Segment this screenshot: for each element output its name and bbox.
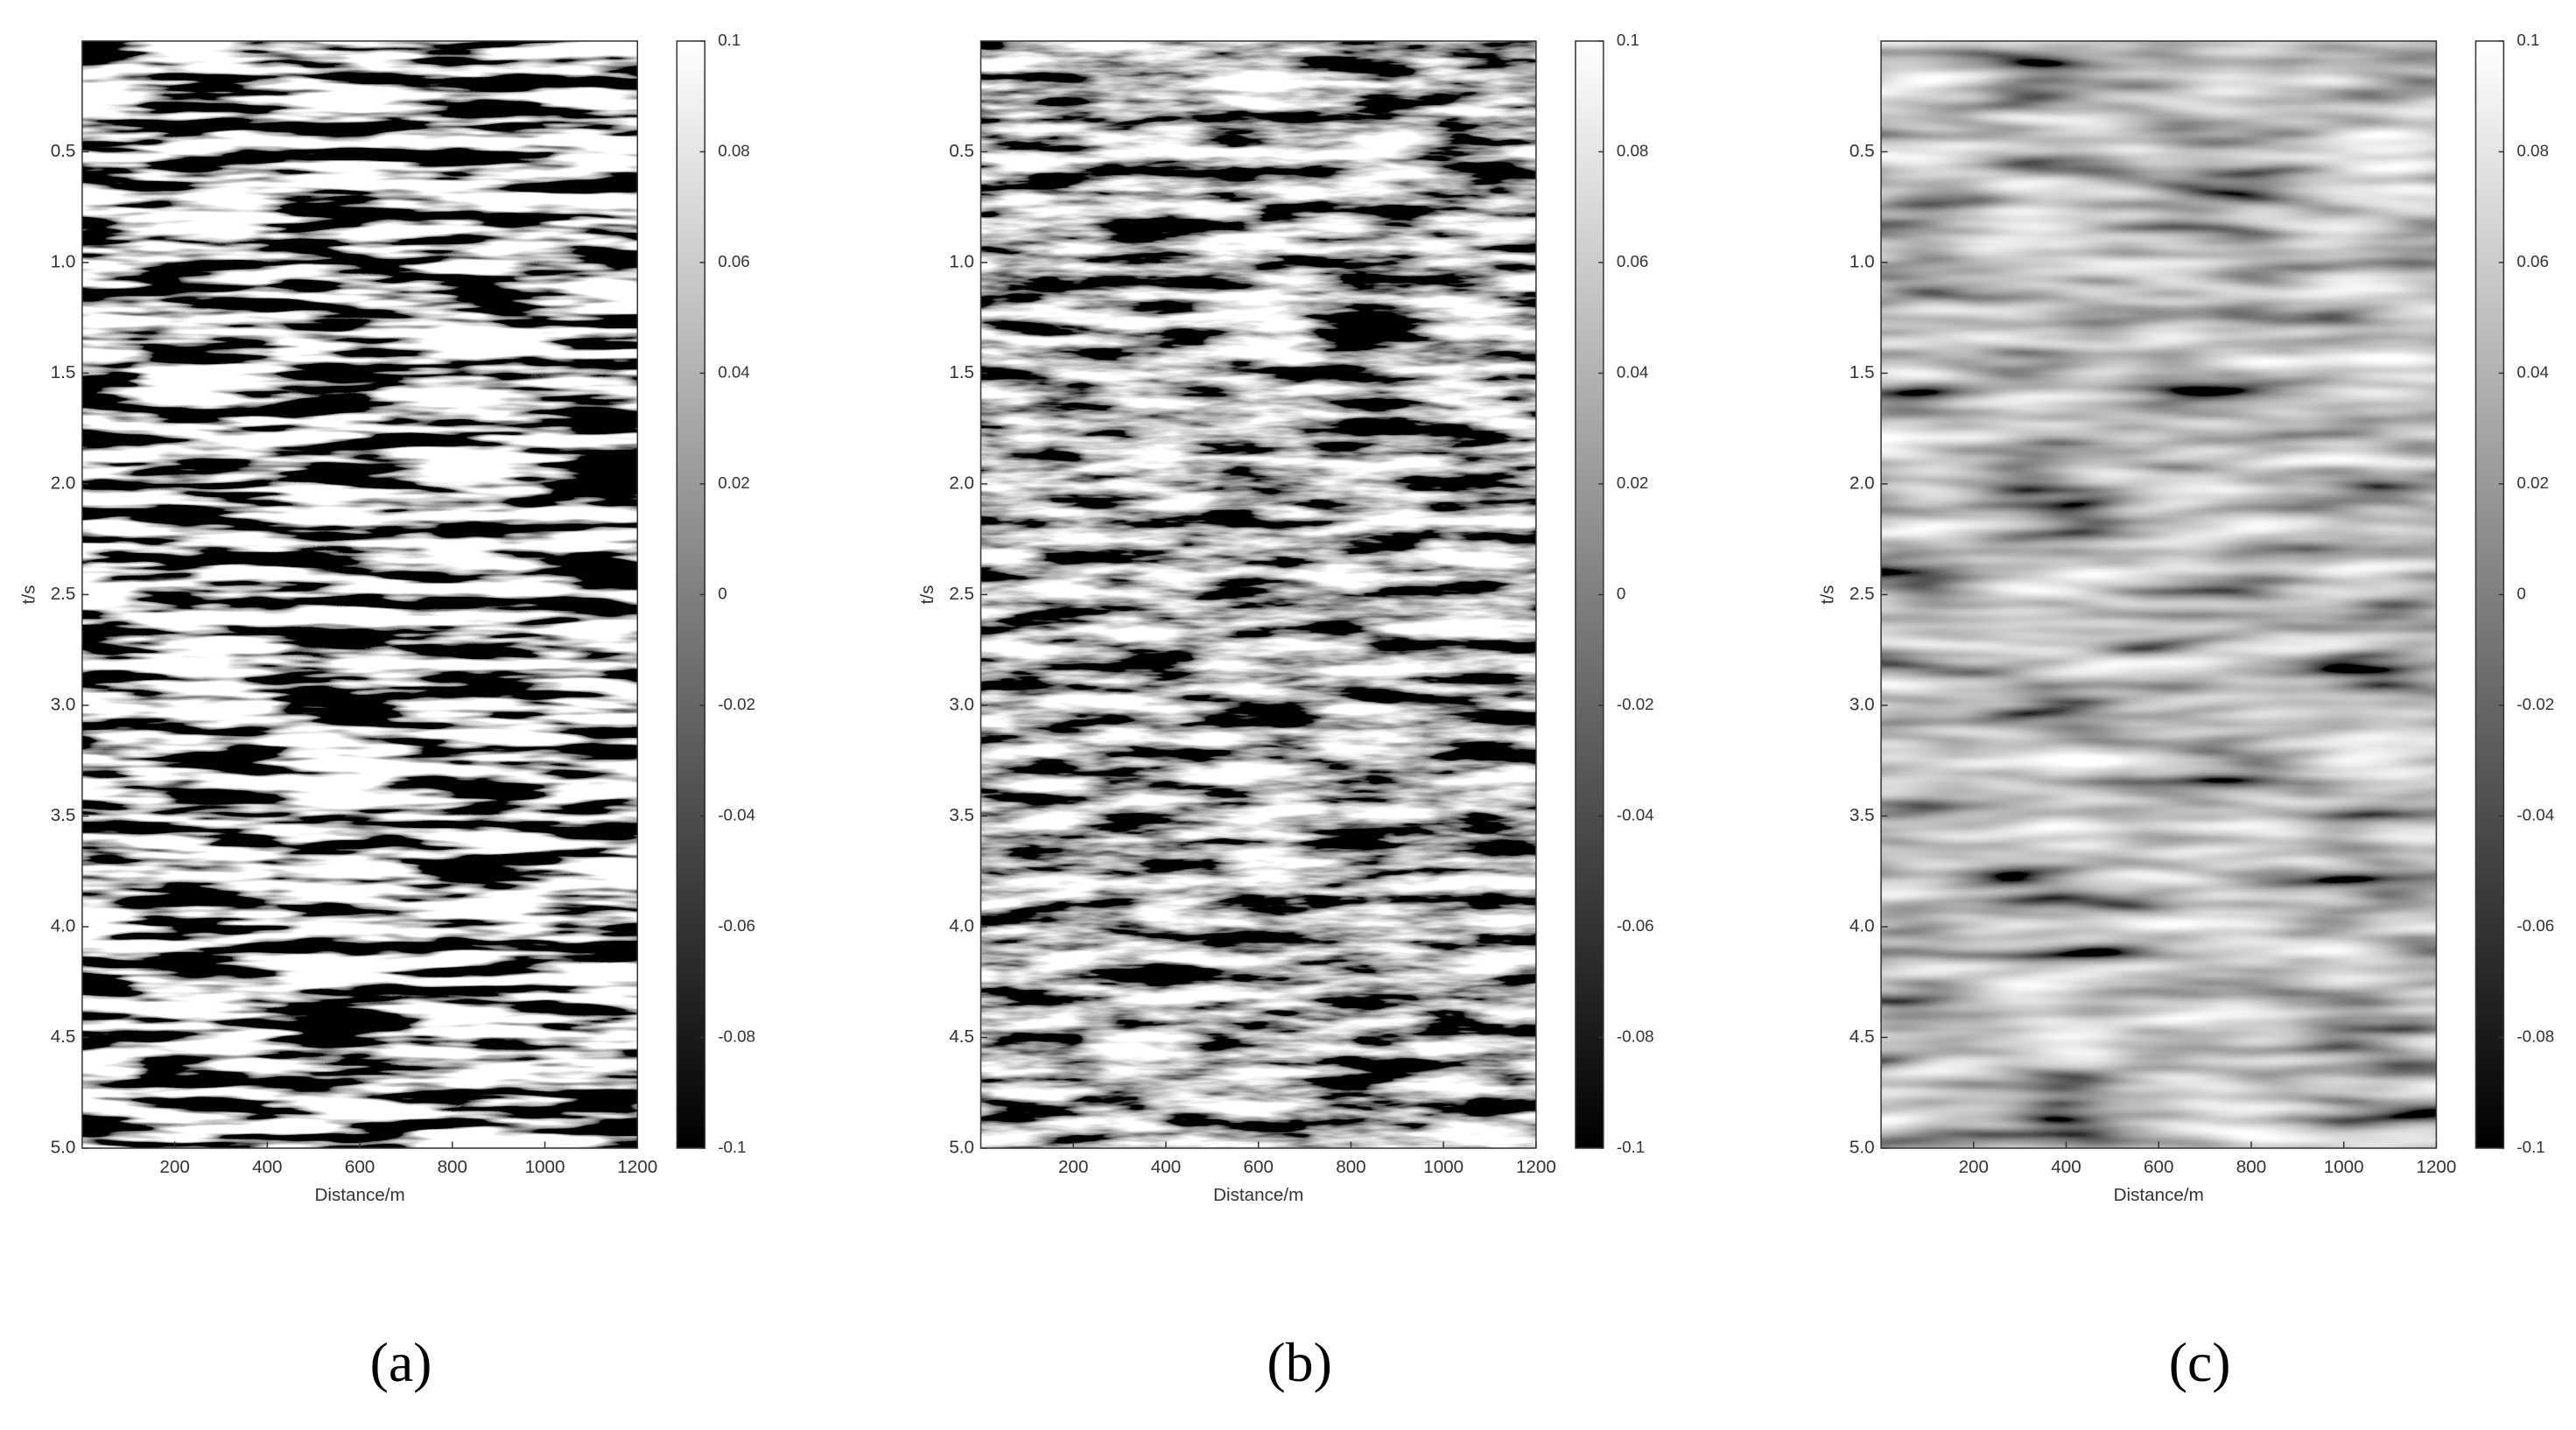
colorbar-tick-label: 0.02 [2516,473,2549,492]
x-tick-label: 1000 [525,1157,565,1177]
colorbar-tick-label: -0.06 [718,916,755,935]
seismic-image [1881,40,2437,1148]
y-tick-label: 1.5 [1850,362,1875,382]
y-tick-label: 3.0 [51,694,76,714]
colorbar-tick-label: 0.02 [1617,473,1649,492]
y-tick-label: 1.0 [1850,251,1875,271]
x-tick-label: 400 [1151,1157,1181,1177]
y-tick-label: 3.5 [51,805,76,825]
y-tick-label: 2.0 [949,473,974,493]
x-tick-label: 200 [1058,1157,1088,1177]
x-tick-label: 400 [252,1157,282,1177]
colorbar-tick-label: -0.04 [1617,805,1654,824]
x-tick-label: 800 [1336,1157,1365,1177]
y-tick-label: 0.5 [949,141,974,161]
y-tick-label: 1.5 [949,362,974,382]
y-tick-label: 4.5 [1850,1027,1875,1047]
colorbar-tick-label: -0.08 [1617,1027,1654,1045]
colorbar-tick-label: -0.1 [2516,1138,2544,1156]
x-tick-label: 400 [2051,1157,2081,1177]
colorbar-tick-label: 0.1 [1617,31,1639,49]
y-tick-label: 5.0 [1850,1137,1875,1157]
y-tick-label: 4.0 [1850,915,1875,936]
colorbar-tick-label: -0.06 [1617,916,1654,935]
x-axis-label: Distance/m [2114,1185,2204,1205]
y-tick-label: 2.5 [949,584,974,604]
colorbar-tick-label: -0.08 [718,1027,755,1045]
x-tick-label: 200 [1959,1157,1989,1177]
subplot: 200 400 600 800 1000 1200 0.5 1.0 1.5 2.0 2.5 3.0 3.… [917,31,1654,1393]
x-axis-label: Distance/m [314,1185,404,1205]
y-tick-label: 3.5 [949,805,974,825]
colorbar-tick-label: 0 [1617,584,1625,602]
y-tick-label: 4.0 [51,915,76,936]
x-tick-label: 1000 [1423,1157,1463,1177]
colorbar-tick-label: -0.02 [2516,695,2554,713]
colorbar-tick-label: 0.04 [718,362,750,381]
colorbar-tick-label: 0.1 [718,31,741,49]
y-tick-label: 3.0 [1850,694,1875,714]
seismic-image [980,40,1536,1148]
subplot: 200 400 600 800 1000 1200 0.5 1.0 1.5 2.0 2.5 3.0 3.… [18,31,755,1393]
colorbar-tick-label: -0.02 [718,695,755,713]
x-axis-label: Distance/m [1213,1185,1303,1205]
subplot: 200 400 600 800 1000 1200 0.5 1.0 1.5 2.0 2.5 3.0 3.… [1817,31,2554,1393]
y-tick-label: 2.0 [51,473,76,493]
colorbar-tick-label: 0.08 [2516,141,2549,159]
y-tick-label: 4.0 [949,915,974,936]
colorbar-tick-label: -0.1 [718,1138,746,1156]
y-tick-label: 3.0 [949,694,974,714]
y-tick-label: 2.5 [1850,584,1875,604]
y-tick-label: 5.0 [949,1137,974,1157]
x-tick-label: 1000 [2324,1157,2364,1177]
x-tick-label: 600 [345,1157,375,1177]
y-tick-label: 0.5 [1850,141,1875,161]
y-tick-label: 3.5 [1850,805,1875,825]
x-tick-label: 1200 [617,1157,657,1177]
x-tick-label: 600 [2144,1157,2173,1177]
x-tick-label: 200 [159,1157,189,1177]
y-axis-label: t/s [917,585,937,605]
colorbar-tick-label: -0.04 [2516,805,2554,824]
x-tick-label: 800 [2236,1157,2266,1177]
colorbar-tick-label: -0.1 [1617,1138,1645,1156]
colorbar-tick-label: 0.08 [718,141,750,159]
colorbar-tick-label: 0.08 [1617,141,1649,159]
y-axis-label: t/s [1817,585,1837,605]
y-tick-label: 2.5 [51,584,76,604]
colorbar-tick-label: -0.06 [2516,916,2554,935]
y-axis-label: t/s [18,585,39,605]
y-tick-label: 1.5 [51,362,76,382]
colorbar-tick-label: -0.08 [2516,1027,2554,1045]
x-tick-label: 600 [1244,1157,1274,1177]
panel-label: (c) [2169,1331,2231,1393]
y-tick-label: 5.0 [51,1137,76,1157]
x-tick-label: 800 [438,1157,467,1177]
colorbar-tick-label: 0.06 [1617,252,1649,270]
colorbar-tick-label: 0.02 [718,473,750,492]
y-tick-label: 1.0 [51,251,76,271]
x-tick-label: 1200 [2416,1157,2456,1177]
seismic-image [81,40,638,1148]
colorbar-tick-label: 0 [2516,584,2525,602]
colorbar-tick-label: -0.02 [1617,695,1654,713]
colorbar-tick-label: 0 [718,584,726,602]
y-tick-label: 2.0 [1850,473,1875,493]
y-tick-label: 0.5 [51,141,76,161]
y-tick-label: 1.0 [949,251,974,271]
colorbar-tick-label: 0.04 [1617,362,1649,381]
y-tick-label: 4.5 [949,1027,974,1047]
colorbar-tick-label: 0.06 [2516,252,2549,270]
colorbar-tick-label: 0.06 [718,252,750,270]
y-tick-label: 4.5 [51,1027,76,1047]
panel-label: (a) [370,1331,432,1393]
colorbar-tick-label: 0.04 [2516,362,2549,381]
panel-label: (b) [1267,1331,1331,1393]
colorbar-tick-label: -0.04 [718,805,755,824]
colorbar-tick-label: 0.1 [2516,31,2539,49]
x-tick-label: 1200 [1516,1157,1556,1177]
